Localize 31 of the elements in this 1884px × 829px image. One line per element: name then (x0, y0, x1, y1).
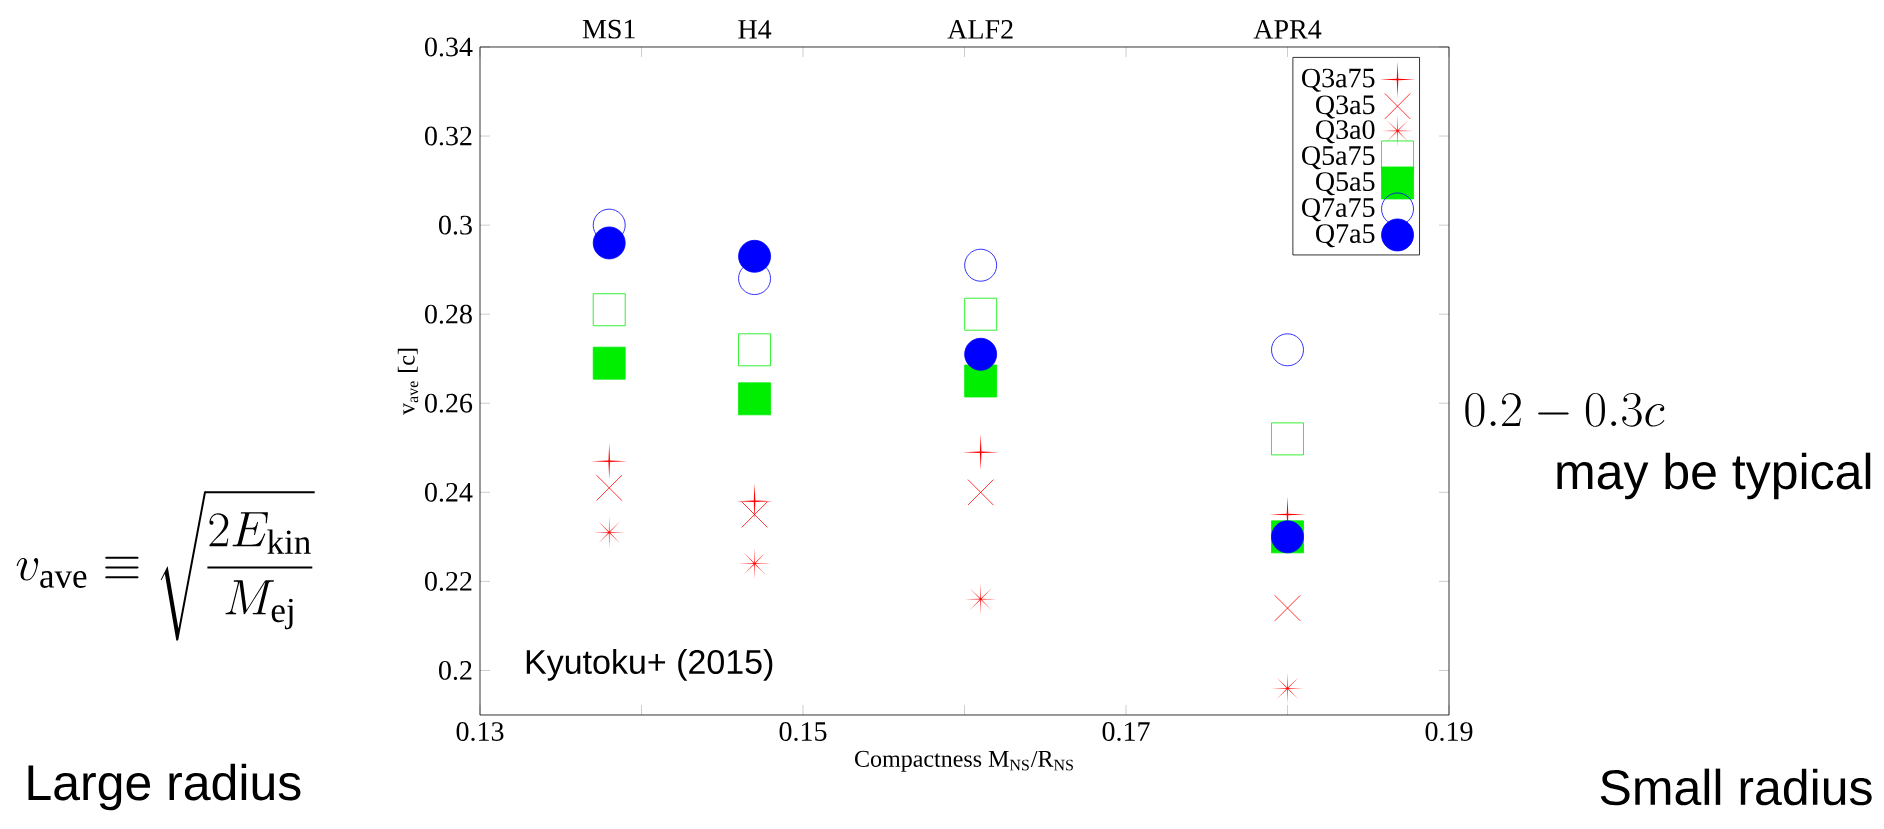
text: MS1 (582, 19, 635, 39)
text: $v_{\mathrm{ave}} \equiv \sqrt{\frac{2E_{\mathrm{kin}}}{M_{\mathrm{ej}}}}$ (16, 491, 315, 641)
y-tick-label: 0.32 (425, 126, 472, 146)
y-tick-label: 0.22 (425, 571, 472, 591)
legend-label: Q7a75 (1302, 198, 1375, 222)
y-tick-label: 0.26 (425, 393, 473, 413)
text: Small radius (1600, 768, 1872, 806)
text: may be typical (1557, 452, 1871, 500)
text: H4 (738, 20, 772, 39)
x-tick-label: 0.17 (1102, 722, 1150, 742)
text: $0.2 - 0.3c$ (1465, 392, 1665, 427)
legend-label: Q3a5 (1316, 95, 1375, 119)
x-tick-label: 0.15 (779, 722, 827, 742)
x-axis-title: Compactness M$_{NS}$/R$_{NS}$ (855, 750, 1073, 772)
legend-label: Q7a5 (1316, 224, 1375, 248)
y-tick-label: 0.34 (425, 37, 473, 57)
legend-label: Q3a0 (1316, 120, 1375, 144)
y-tick-label: 0.3 (439, 215, 472, 235)
x-tick-label: 0.19 (1425, 722, 1473, 742)
legend-label: Q3a75 (1302, 68, 1375, 92)
y-tick-label: 0.28 (425, 304, 472, 324)
x-tick-label: 0.13 (456, 722, 504, 742)
y-tick-label: 0.2 (439, 660, 472, 680)
text: Large radius (28, 763, 301, 811)
legend-label: Q5a5 (1316, 172, 1375, 196)
text: APR4 (1253, 20, 1322, 39)
legend-label: Q5a75 (1302, 146, 1375, 170)
y-tick-label: 0.24 (425, 482, 473, 502)
annotation: Kyutoku+ (2015) (526, 649, 773, 681)
text: ALF2 (947, 20, 1013, 39)
y-axis-title: v$_{ave}$ [c] (397, 348, 419, 415)
